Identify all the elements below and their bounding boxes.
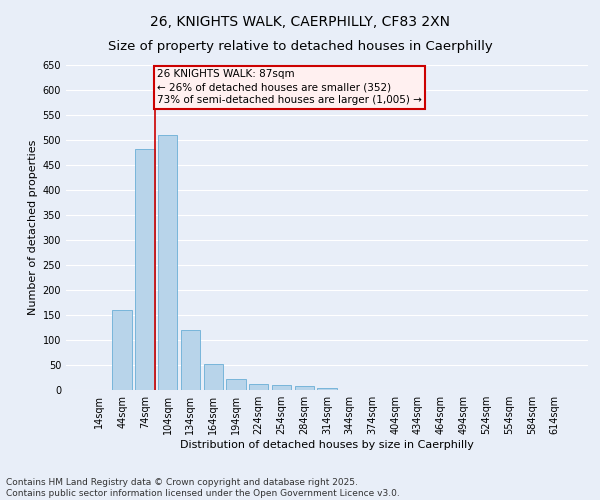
- Text: 26 KNIGHTS WALK: 87sqm
← 26% of detached houses are smaller (352)
73% of semi-de: 26 KNIGHTS WALK: 87sqm ← 26% of detached…: [157, 69, 422, 106]
- Bar: [203, 364, 223, 390]
- Bar: [181, 330, 200, 390]
- Y-axis label: Number of detached properties: Number of detached properties: [28, 140, 38, 315]
- Bar: [272, 384, 291, 390]
- Bar: [112, 310, 132, 390]
- Text: Contains HM Land Registry data © Crown copyright and database right 2025.
Contai: Contains HM Land Registry data © Crown c…: [6, 478, 400, 498]
- Bar: [295, 386, 314, 390]
- Bar: [158, 135, 178, 390]
- Bar: [226, 378, 245, 390]
- Bar: [317, 388, 337, 390]
- Text: 26, KNIGHTS WALK, CAERPHILLY, CF83 2XN: 26, KNIGHTS WALK, CAERPHILLY, CF83 2XN: [150, 15, 450, 29]
- Bar: [135, 148, 155, 390]
- Bar: [249, 384, 268, 390]
- Text: Size of property relative to detached houses in Caerphilly: Size of property relative to detached ho…: [107, 40, 493, 53]
- X-axis label: Distribution of detached houses by size in Caerphilly: Distribution of detached houses by size …: [180, 440, 474, 450]
